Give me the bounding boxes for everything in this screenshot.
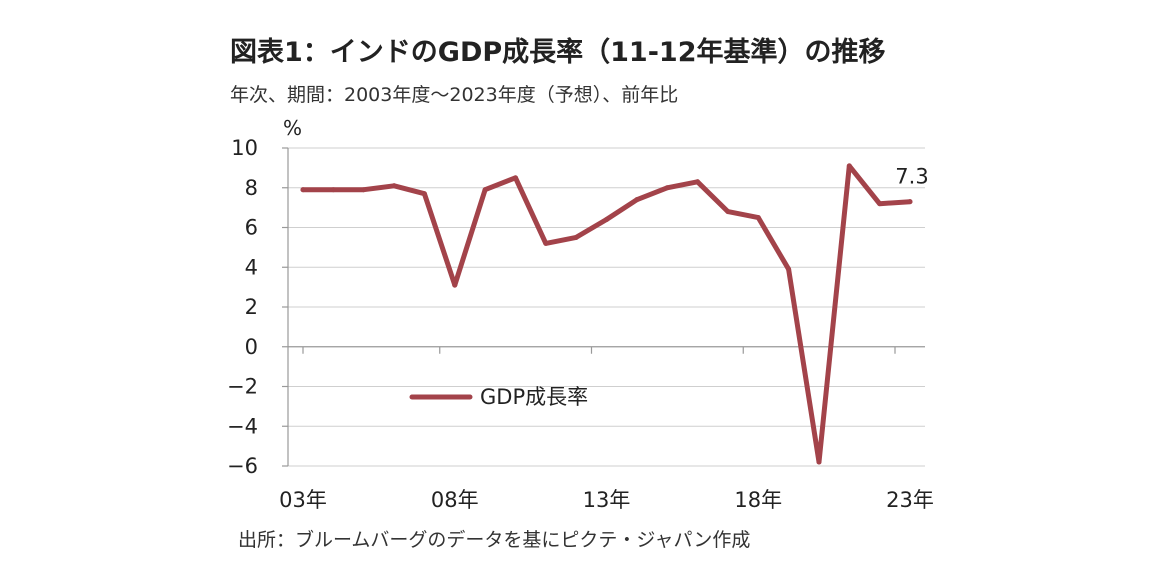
data-point	[877, 201, 883, 207]
data-point	[482, 187, 488, 193]
y-tick-label: 8	[245, 176, 258, 200]
data-point	[755, 215, 761, 221]
x-tick-label: 08年	[431, 488, 479, 512]
y-axis-unit: %	[283, 116, 302, 140]
x-tick-label: 23年	[886, 488, 934, 512]
data-point	[391, 183, 397, 189]
y-tick-label: 6	[245, 216, 258, 240]
legend: GDP成長率	[409, 385, 588, 409]
data-point	[816, 459, 822, 465]
y-tick-label: 10	[231, 136, 258, 160]
data-point	[573, 234, 579, 240]
data-point	[664, 185, 670, 191]
axes	[282, 147, 925, 467]
data-point	[695, 179, 701, 185]
y-tick-label: −6	[227, 454, 258, 478]
data-point	[604, 217, 609, 223]
x-tick-label: 18年	[734, 488, 782, 512]
y-tick-label: 2	[245, 295, 258, 319]
data-point	[907, 199, 913, 205]
labels: 10 8 6 4 2 0 −2 −4 −6% 03年 08年 13年 18年 23年 7.3	[227, 116, 934, 512]
chart-subtitle: 年次、期間：2003年度〜2023年度（予想）、前年比	[230, 84, 678, 106]
data-point	[361, 187, 367, 193]
y-tick-label: 4	[245, 255, 258, 279]
data-point	[452, 282, 458, 288]
x-tick-label: 03年	[279, 488, 327, 512]
series	[300, 163, 913, 465]
data-point	[786, 266, 792, 272]
data-label: 7.3	[895, 165, 928, 189]
x-tick-label: 13年	[583, 488, 631, 512]
data-point	[725, 209, 731, 215]
chart-title: 図表1：インドのGDP成長率（11-12年基準）の推移	[230, 36, 886, 68]
y-tick-label: −4	[227, 414, 258, 438]
data-point	[512, 175, 518, 181]
source-note: 出所：ブルームバーグのデータを基にピクテ・ジャパン作成	[238, 528, 750, 551]
y-tick-label: 0	[245, 335, 258, 359]
data-point	[846, 163, 852, 169]
data-point	[421, 191, 427, 197]
legend-label: GDP成長率	[480, 385, 588, 409]
data-point	[300, 187, 306, 193]
series-line-gdp	[300, 163, 913, 465]
data-point	[330, 187, 336, 193]
grid	[288, 147, 925, 467]
y-tick-label: −2	[227, 375, 258, 399]
data-point	[634, 197, 640, 203]
data-point	[543, 240, 549, 246]
